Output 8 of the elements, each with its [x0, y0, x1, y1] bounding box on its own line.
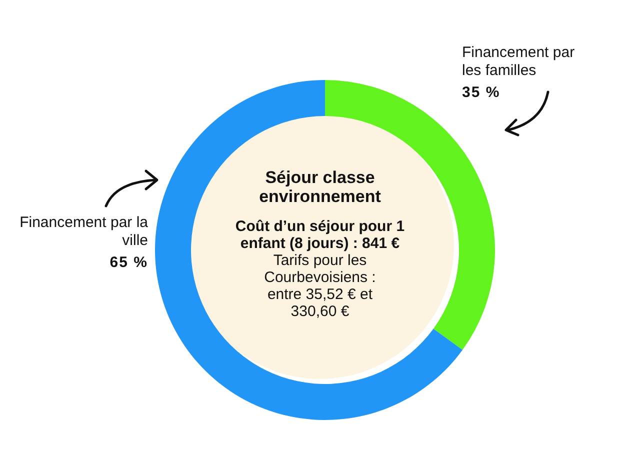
donut-slice: [155, 80, 463, 420]
text: Coût d’un séjour pour 1 enfant (8 jours) : 841 €: [234, 218, 406, 252]
data-label: 35 %: [462, 84, 502, 102]
text: Tarifs pour les Courbevoisiens : entre 35,52 € et 330,60 €: [263, 252, 377, 320]
data-label: 65 %: [108, 254, 148, 272]
slice-label: Financement par les familles: [462, 44, 576, 80]
text: Séjour classe environnement: [258, 168, 382, 206]
slice-label: Financement par la ville: [18, 214, 148, 250]
